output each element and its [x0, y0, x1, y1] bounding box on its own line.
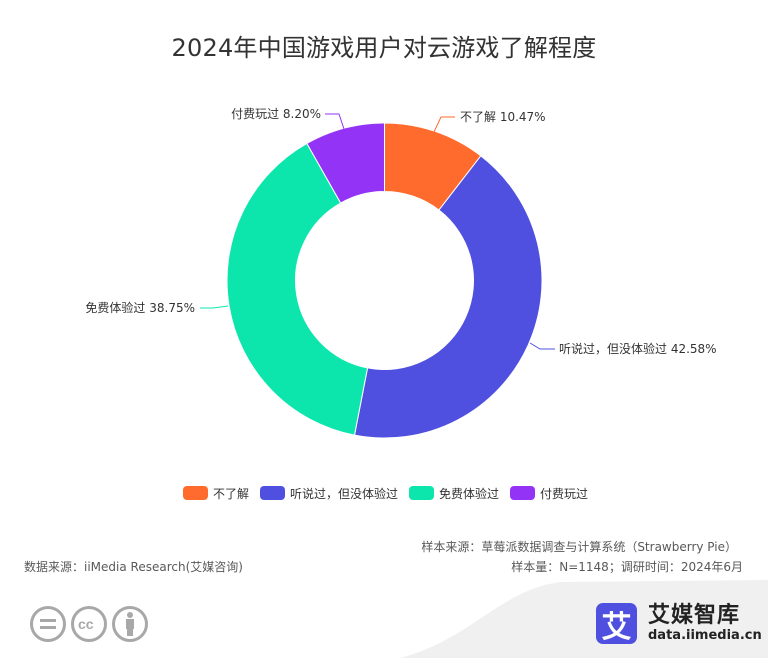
chart-legend: 不了解 听说过，但没体验过 免费体验过 付费玩过: [183, 485, 599, 501]
brand-logo: 艾 艾媒智库 data.iimedia.cn: [596, 603, 762, 645]
leader-line: [325, 113, 345, 130]
slice-paid[interactable]: [306, 122, 385, 204]
attribution-icon: [112, 606, 148, 642]
slice-free-trial[interactable]: [226, 142, 369, 436]
slice-label-free-trial: 免费体验过 38.75%: [85, 301, 195, 315]
slice-label-paid: 付费玩过 8.20%: [231, 107, 321, 121]
leader-line: [200, 305, 229, 309]
svg-text:cc: cc: [78, 617, 94, 631]
chart-title: 2024年中国游戏用户对云游戏了解程度: [171, 34, 597, 62]
legend-item-paid[interactable]: 付费玩过: [510, 485, 588, 502]
brand-name: 艾媒智库: [648, 603, 741, 628]
legend-item-heard-not-tried[interactable]: 听说过，但没体验过: [260, 485, 398, 502]
slice-heard-not-tried[interactable]: [353, 155, 543, 439]
legend-swatch: [510, 486, 536, 500]
slice-label-heard-not-tried: 听说过，但没体验过 42.58%: [559, 342, 717, 356]
brand-logo-icon: 艾: [596, 603, 637, 645]
slice-label-not-aware: 不了解 10.47%: [460, 110, 546, 124]
legend-swatch: [409, 486, 435, 500]
legend-item-not-aware[interactable]: 不了解: [183, 485, 249, 502]
leader-line: [433, 116, 455, 133]
sample-source: 样本来源：草莓派数据调查与计算系统（Strawberry Pie）: [421, 540, 737, 554]
sample-info: 样本量：N=1148；调研时间：2024年6月: [511, 560, 743, 574]
no-derivatives-icon: [30, 606, 66, 642]
brand-url: data.iimedia.cn: [648, 628, 762, 643]
legend-swatch: [260, 486, 286, 500]
license-icons: cc: [30, 606, 153, 642]
leader-line: [529, 342, 555, 350]
legend-swatch: [183, 486, 208, 500]
data-source: 数据来源：iiMedia Research(艾媒咨询): [24, 560, 243, 574]
legend-item-free-trial[interactable]: 免费体验过: [409, 485, 499, 502]
cc-icon: cc: [71, 606, 107, 642]
